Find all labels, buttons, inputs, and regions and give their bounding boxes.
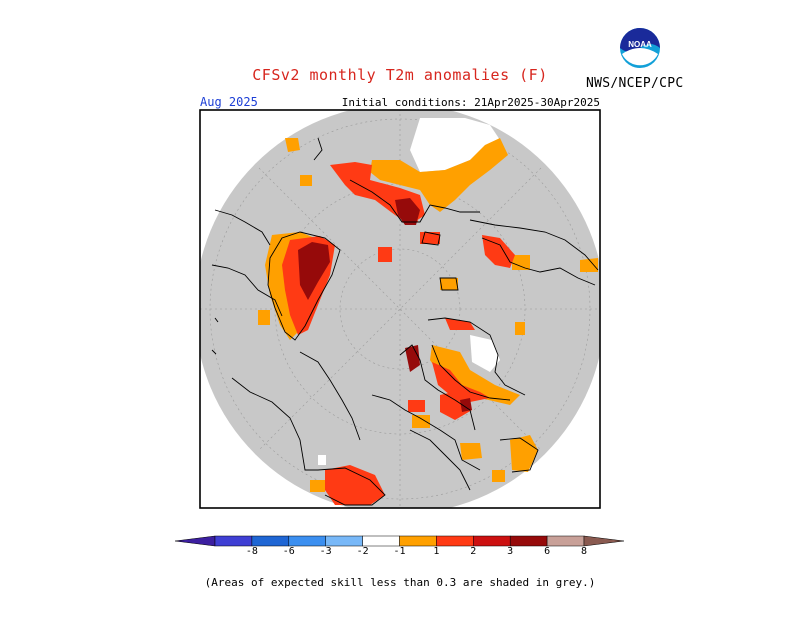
anomaly-1-2-regions: [258, 138, 598, 492]
legend-tick-label: 2: [470, 546, 477, 557]
coastlines: [211, 137, 599, 506]
legend-arrow-high: [583, 535, 625, 547]
legend-swatch: [436, 535, 474, 547]
legend-swatch: [546, 535, 585, 547]
legend-tick-label: -3: [319, 546, 332, 557]
legend-swatch: [362, 535, 400, 547]
legend-colorbar: [174, 535, 625, 547]
legend-swatch: [288, 535, 326, 547]
forecast-month: Aug 2025: [200, 95, 258, 109]
chart-title: CFSv2 monthly T2m anomalies (F): [252, 66, 548, 84]
legend-tick-label: -8: [245, 546, 258, 557]
legend-tick-label: 8: [580, 546, 588, 557]
initial-conditions: Initial conditions: 21Apr2025-30Apr2025: [341, 96, 600, 109]
legend-tick-label: -2: [356, 546, 369, 557]
legend-swatch: [325, 535, 363, 547]
legend-tick-label: 3: [507, 546, 514, 557]
legend-swatch: [473, 535, 511, 547]
legend-tick-label: -1: [393, 546, 406, 557]
legend-arrow-low: [174, 535, 216, 547]
legend-swatch: [509, 535, 548, 547]
legend-swatch: [251, 535, 290, 547]
legend-tick-label: 1: [433, 546, 440, 557]
legend-tick-label: 6: [544, 546, 551, 557]
legend-swatch: [399, 535, 437, 547]
map-frame-border: [199, 109, 601, 509]
noaa-logo-text: NOAA: [628, 40, 652, 49]
neutral-regions: [318, 118, 500, 465]
legend-swatch: [214, 535, 253, 547]
anomaly-3-6-regions: [298, 198, 472, 412]
skill-footnote: (Areas of expected skill less than 0.3 a…: [204, 576, 596, 589]
legend-tick-label: -6: [282, 546, 295, 557]
noaa-logo-icon: NOAA: [620, 28, 660, 68]
organization-label: NWS/NCEP/CPC: [586, 76, 684, 91]
